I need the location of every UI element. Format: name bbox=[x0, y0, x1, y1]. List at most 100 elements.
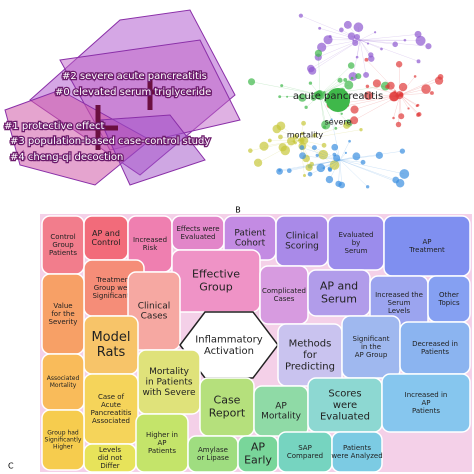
node bbox=[248, 148, 253, 153]
edge bbox=[359, 39, 396, 45]
edge bbox=[319, 28, 361, 41]
node bbox=[328, 167, 333, 172]
cell-label: Risk bbox=[143, 244, 158, 252]
node bbox=[430, 91, 434, 95]
cell-label: Significant bbox=[353, 335, 390, 343]
edge bbox=[359, 39, 382, 50]
cell-label: Report bbox=[209, 406, 246, 419]
node bbox=[300, 131, 305, 136]
node bbox=[314, 49, 323, 57]
node bbox=[323, 35, 333, 45]
cell bbox=[383, 215, 471, 277]
edge bbox=[354, 94, 401, 110]
cell-label: Activation bbox=[204, 346, 254, 357]
cell-label: Effects were bbox=[176, 225, 219, 233]
edge bbox=[330, 36, 361, 41]
edge bbox=[398, 94, 401, 125]
cell-label: Mortality bbox=[50, 382, 77, 389]
cell-label: Cases bbox=[274, 295, 295, 303]
cell-label: Evaluated bbox=[180, 233, 215, 241]
cell-label: Serum bbox=[321, 292, 357, 305]
cell-label: Value bbox=[53, 302, 72, 310]
cell-label: Pancreatitis bbox=[91, 409, 132, 417]
node bbox=[286, 168, 292, 174]
cell-label: AP and bbox=[92, 229, 120, 238]
node bbox=[395, 61, 403, 68]
cell bbox=[41, 409, 85, 471]
edge bbox=[339, 159, 401, 184]
cell-label: Patients bbox=[412, 407, 440, 415]
edge bbox=[299, 125, 347, 141]
cell-label: Early bbox=[244, 453, 272, 466]
node bbox=[325, 175, 334, 184]
node bbox=[416, 59, 421, 64]
edge bbox=[263, 139, 301, 147]
edge bbox=[319, 77, 353, 96]
edge bbox=[331, 119, 341, 161]
node bbox=[340, 112, 343, 115]
node bbox=[352, 39, 359, 47]
node bbox=[366, 42, 370, 45]
node bbox=[364, 91, 373, 100]
node bbox=[299, 145, 305, 150]
node bbox=[392, 41, 398, 48]
node-label: acute pancreatitis bbox=[293, 91, 383, 102]
node bbox=[399, 148, 406, 154]
cell-label: AP bbox=[421, 399, 430, 407]
cell-label: Topics bbox=[437, 299, 460, 307]
edge bbox=[257, 139, 301, 163]
edge bbox=[329, 159, 341, 180]
edge bbox=[398, 64, 401, 96]
cell-label: Cohort bbox=[235, 239, 266, 249]
cell-label: Compared bbox=[287, 452, 323, 460]
cell bbox=[331, 431, 383, 473]
cell-label: Patients bbox=[148, 447, 176, 455]
cell bbox=[179, 311, 279, 379]
edge bbox=[338, 159, 341, 184]
edge bbox=[399, 76, 416, 96]
node bbox=[286, 95, 289, 98]
node bbox=[399, 93, 404, 97]
cell-label: Evaluated bbox=[338, 231, 373, 239]
node bbox=[416, 103, 420, 107]
edge bbox=[399, 76, 441, 96]
node bbox=[337, 77, 343, 83]
node bbox=[298, 93, 307, 102]
cell-label: Patient bbox=[234, 228, 266, 238]
cell-label: Group had bbox=[47, 430, 79, 437]
cell-label: Severity bbox=[49, 318, 78, 326]
node bbox=[398, 113, 405, 120]
cell-label: or Lipase bbox=[197, 454, 229, 462]
panel-label: B bbox=[235, 206, 241, 215]
node bbox=[372, 79, 381, 88]
cell-label: Serum bbox=[388, 299, 411, 307]
node bbox=[286, 136, 296, 146]
edge bbox=[399, 94, 419, 116]
node bbox=[395, 179, 405, 188]
node bbox=[304, 105, 308, 109]
edge bbox=[299, 139, 310, 168]
cell-label: AP and bbox=[320, 280, 358, 293]
node bbox=[333, 154, 341, 162]
edge bbox=[399, 94, 420, 115]
cluster-label: #1 protective effect bbox=[4, 121, 104, 132]
edge bbox=[299, 129, 362, 141]
node bbox=[364, 57, 369, 62]
edge bbox=[387, 86, 401, 96]
edge bbox=[318, 53, 321, 96]
cell bbox=[381, 373, 471, 433]
node bbox=[355, 73, 362, 80]
edge bbox=[339, 159, 396, 181]
node bbox=[278, 95, 282, 99]
node bbox=[307, 171, 313, 177]
cell-label: were Analyzed bbox=[331, 452, 382, 460]
node bbox=[331, 143, 339, 151]
node bbox=[292, 134, 299, 140]
node bbox=[348, 72, 358, 81]
node bbox=[395, 121, 402, 128]
edge bbox=[359, 34, 419, 41]
edge bbox=[399, 94, 409, 109]
cell-label: Associated bbox=[47, 375, 80, 382]
node bbox=[343, 20, 352, 29]
node bbox=[280, 84, 284, 88]
